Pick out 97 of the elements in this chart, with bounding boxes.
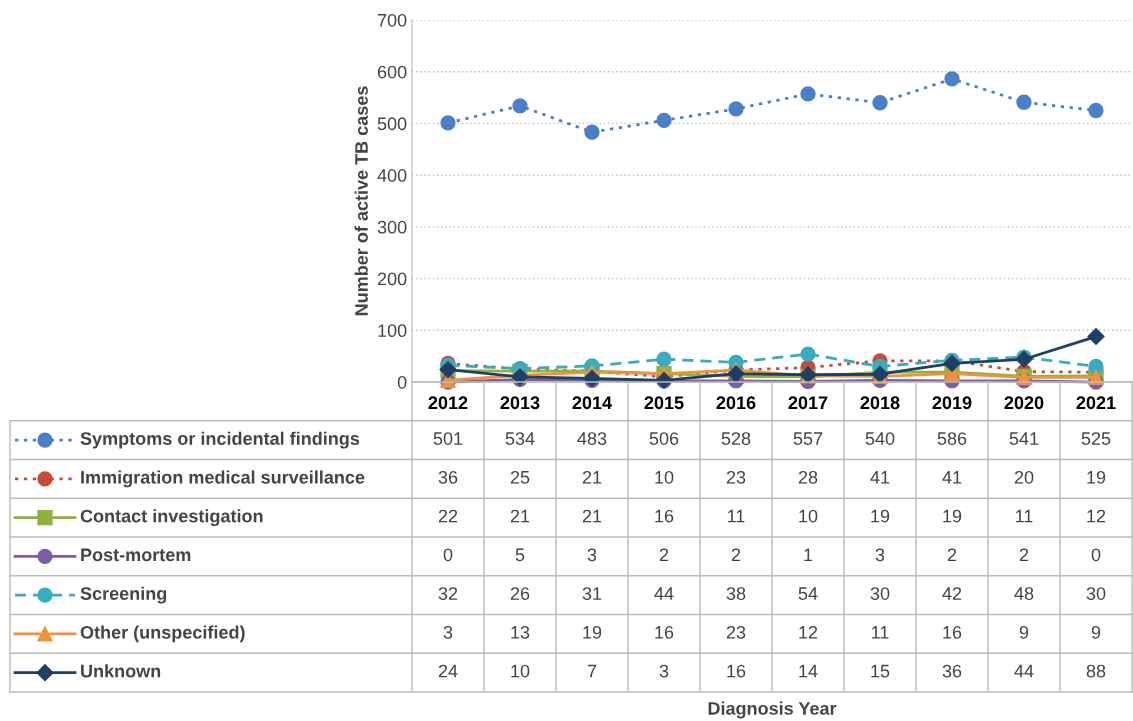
data-label: 541 (1009, 432, 1039, 445)
data-label: 54 (798, 587, 818, 600)
y-tick-label: 100 (378, 324, 407, 338)
data-label: 25 (510, 470, 530, 484)
data-label: 16 (655, 625, 674, 639)
data-label: 3 (443, 625, 453, 639)
x-tick-label: 2020 (1004, 396, 1044, 410)
data-label: 42 (942, 587, 962, 600)
data-label: 2 (659, 548, 669, 562)
data-label: 19 (1087, 470, 1106, 484)
data-label: 32 (438, 587, 458, 600)
y-axis-title: Number of active TB cases (354, 86, 368, 316)
x-tick-label: 2014 (572, 396, 612, 410)
data-label: 30 (870, 587, 890, 600)
data-label: 14 (799, 664, 818, 678)
data-label: 20 (1014, 470, 1034, 484)
data-label: 501 (433, 432, 463, 445)
data-label: 38 (726, 587, 746, 600)
data-label: 483 (577, 432, 607, 445)
x-tick-label: 2021 (1076, 396, 1116, 410)
data-label: 528 (721, 432, 751, 445)
data-label: 44 (654, 587, 674, 600)
data-label: 16 (655, 509, 674, 523)
data-label: 557 (793, 432, 823, 445)
y-tick-label: 200 (377, 272, 407, 286)
text: Diagnosis Year (708, 701, 837, 719)
data-label: 88 (1086, 664, 1106, 678)
data-label: 23 (726, 625, 746, 639)
data-label: 24 (438, 664, 458, 678)
data-label: 30 (1086, 587, 1106, 600)
data-label: 13 (511, 625, 530, 639)
data-label: 10 (511, 664, 530, 678)
data-label: 41 (870, 471, 890, 484)
data-label: 3 (875, 548, 885, 562)
data-label: 2 (947, 548, 957, 562)
data-label: 5 (515, 548, 525, 562)
y-tick-label: 0 (397, 375, 407, 389)
data-label: 31 (582, 587, 602, 600)
data-label: 19 (583, 625, 602, 639)
y-tick-label: 300 (377, 220, 407, 234)
x-tick-label: 2016 (716, 396, 756, 410)
data-label: 586 (937, 432, 967, 445)
x-tick-label: 2015 (644, 396, 684, 410)
y-tick-label: 600 (377, 65, 407, 79)
data-label: 11 (728, 509, 745, 523)
data-label: 10 (799, 509, 818, 523)
data-label: 11 (872, 626, 889, 639)
y-tick-label: 400 (377, 169, 407, 182)
data-label: 21 (582, 509, 602, 523)
data-label: 10 (655, 470, 674, 484)
data-label: 21 (582, 470, 602, 484)
data-label: 44 (1014, 664, 1034, 678)
data-label: 9 (1091, 625, 1101, 639)
x-tick-label: 2013 (500, 396, 540, 410)
legend-label: Contact investigation (80, 509, 263, 527)
y-tick-label: 500 (377, 117, 407, 131)
data-label: 23 (726, 470, 746, 484)
data-label: 540 (865, 432, 895, 445)
data-label: 525 (1081, 432, 1111, 445)
data-label: 16 (943, 625, 962, 639)
data-label: 0 (443, 548, 453, 562)
data-label: 36 (438, 470, 458, 484)
data-label: 19 (943, 509, 962, 523)
data-label: 534 (505, 432, 535, 445)
data-label: 0 (1091, 548, 1101, 562)
data-label: 9 (1019, 625, 1029, 639)
data-label: 2 (731, 548, 741, 562)
legend-label: Post-mortem (81, 548, 191, 562)
data-label: 12 (1087, 509, 1106, 523)
x-tick-label: 2019 (932, 396, 972, 410)
data-label: 36 (942, 664, 962, 678)
data-label: 26 (510, 587, 530, 600)
data-label: 11 (1016, 509, 1033, 523)
legend-label: Other (unspecified) (80, 625, 245, 643)
data-label: 3 (659, 664, 669, 678)
data-label: 7 (587, 664, 597, 678)
legend-label: Symptoms or incidental findings (80, 431, 360, 449)
data-label: 12 (799, 625, 818, 639)
data-label: 21 (510, 509, 530, 523)
data-label: 22 (438, 509, 458, 523)
legend-label: Immigration medical surveillance (81, 470, 365, 488)
x-tick-label: 2017 (788, 396, 828, 410)
data-label: 2 (1019, 548, 1029, 562)
legend-label: Screening (80, 586, 167, 604)
data-label: 19 (871, 509, 890, 523)
data-label: 48 (1014, 587, 1034, 600)
data-label: 1 (804, 548, 813, 562)
legend-label: Unknown (81, 664, 161, 678)
data-label: 506 (649, 432, 679, 445)
data-label: 28 (798, 470, 818, 484)
data-label: 41 (942, 471, 962, 484)
x-tick-label: 2018 (860, 396, 900, 410)
y-tick-label: 700 (377, 13, 407, 27)
x-tick-label: 2012 (428, 396, 468, 410)
data-label: 15 (871, 664, 890, 678)
data-label: 3 (587, 548, 597, 562)
data-label: 16 (727, 664, 746, 678)
